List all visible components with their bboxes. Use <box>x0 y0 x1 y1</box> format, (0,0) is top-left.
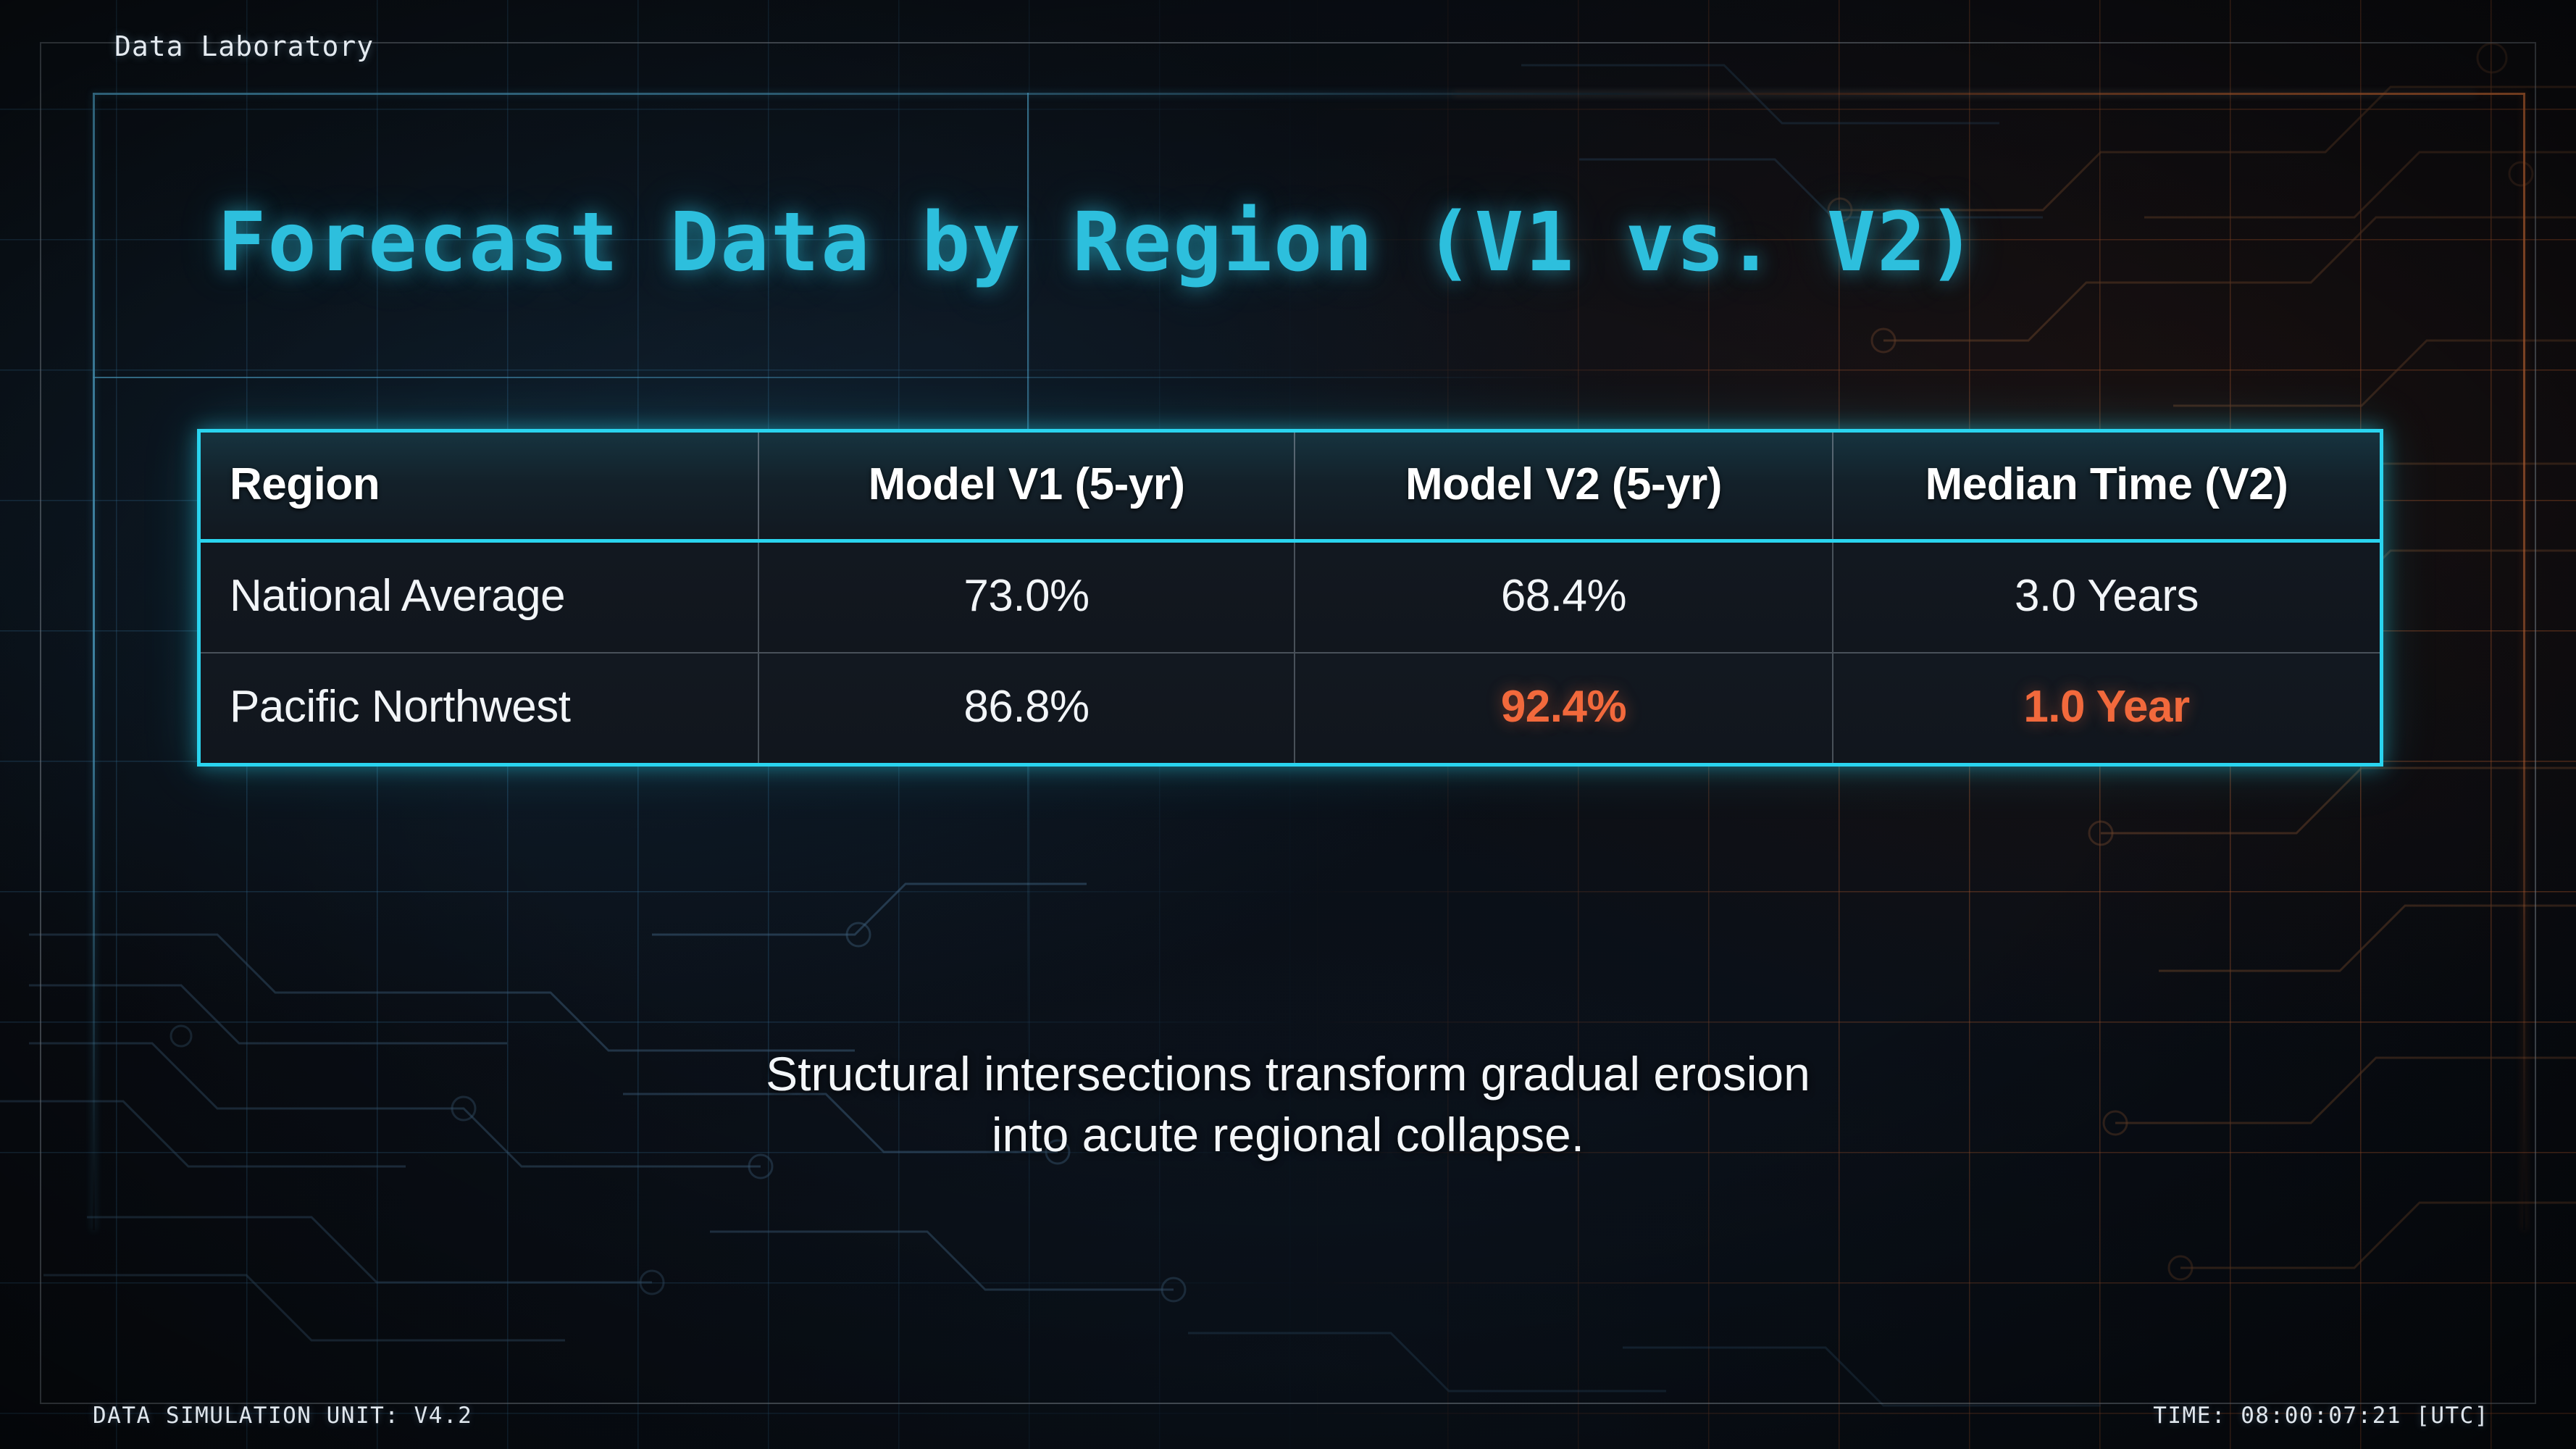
cell-region: National Average <box>201 540 760 653</box>
eyebrow-label: Data Laboratory <box>114 30 375 62</box>
column-header-region: Region <box>201 433 760 543</box>
cell-model-v2-highlighted: 92.4% <box>1295 652 1833 763</box>
column-header-model-v2: Model V2 (5-yr) <box>1295 433 1833 543</box>
cell-model-v2: 68.4% <box>1295 540 1833 653</box>
caption-block: Structural intersections transform gradu… <box>0 1043 2576 1166</box>
caption-line-2: into acute regional collapse. <box>991 1108 1585 1162</box>
forecast-table-container: Region Model V1 (5-yr) Model V2 (5-yr) M… <box>197 429 2383 767</box>
cell-median-time: 3.0 Years <box>1832 540 2380 653</box>
column-header-median-time: Median Time (V2) <box>1832 433 2380 543</box>
table-row: National Average 73.0% 68.4% 3.0 Years <box>201 540 2380 653</box>
cell-region: Pacific Northwest <box>201 652 760 763</box>
table-header-row: Region Model V1 (5-yr) Model V2 (5-yr) M… <box>201 433 2380 543</box>
page-title: Forecast Data by Region (V1 vs. V2) <box>217 196 1978 291</box>
table-header: Region Model V1 (5-yr) Model V2 (5-yr) M… <box>201 433 2380 543</box>
cell-model-v1: 86.8% <box>758 652 1295 763</box>
column-header-model-v1: Model V1 (5-yr) <box>758 433 1295 543</box>
caption-line-1: Structural intersections transform gradu… <box>766 1047 1810 1101</box>
table-row: Pacific Northwest 86.8% 92.4% 1.0 Year <box>201 652 2380 763</box>
footer-unit-label: DATA SIMULATION UNIT: V4.2 <box>93 1403 473 1429</box>
table-body: National Average 73.0% 68.4% 3.0 Years P… <box>201 540 2380 763</box>
forecast-table: Region Model V1 (5-yr) Model V2 (5-yr) M… <box>201 433 2380 763</box>
cell-median-time-highlighted: 1.0 Year <box>1832 652 2380 763</box>
cell-model-v1: 73.0% <box>758 540 1295 653</box>
footer-timecode: TIME: 08:00:07:21 [UTC] <box>2153 1403 2489 1429</box>
